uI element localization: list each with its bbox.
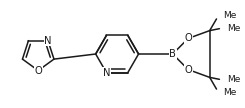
- Text: N: N: [44, 36, 52, 46]
- Text: Me: Me: [223, 88, 237, 98]
- Text: B: B: [169, 49, 176, 59]
- Text: O: O: [34, 66, 42, 76]
- Text: O: O: [184, 65, 192, 75]
- Text: N: N: [103, 68, 110, 78]
- Text: O: O: [184, 33, 192, 43]
- Text: Me: Me: [223, 10, 237, 20]
- Text: Me: Me: [227, 24, 241, 33]
- Text: Me: Me: [227, 75, 241, 84]
